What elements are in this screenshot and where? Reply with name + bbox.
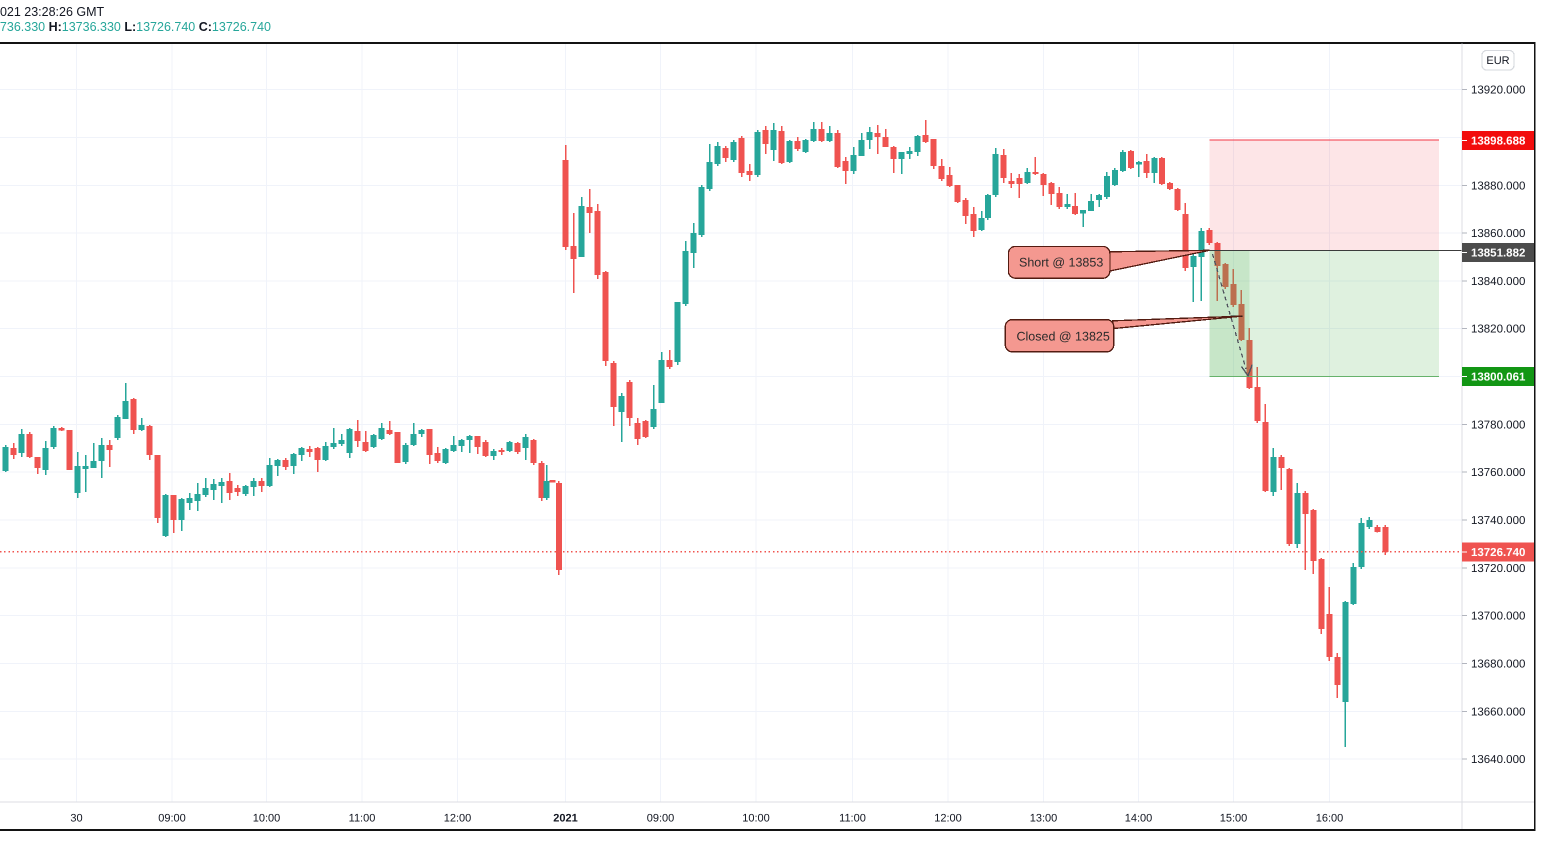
svg-text:13680.000: 13680.000 [1471,659,1525,671]
svg-text:30: 30 [70,813,82,825]
svg-text:13851.882: 13851.882 [1471,248,1525,260]
svg-text:EUR: EUR [1486,55,1509,67]
svg-text:13880.000: 13880.000 [1471,180,1525,192]
svg-text:09:00: 09:00 [647,813,675,825]
svg-text:2021: 2021 [553,813,577,825]
svg-text:13820.000: 13820.000 [1471,324,1525,336]
svg-text:15:00: 15:00 [1220,813,1248,825]
svg-text:12:00: 12:00 [934,813,962,825]
svg-text:13660.000: 13660.000 [1471,706,1525,718]
svg-text:14:00: 14:00 [1125,813,1153,825]
svg-text:11:00: 11:00 [839,813,866,825]
svg-text:09:00: 09:00 [158,813,186,825]
svg-text:13700.000: 13700.000 [1471,611,1525,623]
svg-text:13:00: 13:00 [1030,813,1058,825]
svg-text:10:00: 10:00 [253,813,281,825]
svg-text:Short @ 13853: Short @ 13853 [1019,256,1103,270]
svg-text:13860.000: 13860.000 [1471,228,1525,240]
svg-text:10:00: 10:00 [742,813,770,825]
svg-text:13780.000: 13780.000 [1471,419,1525,431]
svg-text:13800.061: 13800.061 [1471,371,1526,383]
svg-text:13840.000: 13840.000 [1471,276,1525,288]
svg-text:13640.000: 13640.000 [1471,754,1525,766]
svg-text:13720.000: 13720.000 [1471,563,1525,575]
svg-text:13898.688: 13898.688 [1471,136,1526,148]
svg-text:16:00: 16:00 [1316,813,1344,825]
svg-text:11:00: 11:00 [349,813,376,825]
svg-text:13760.000: 13760.000 [1471,467,1525,479]
svg-text:13920.000: 13920.000 [1471,85,1525,97]
svg-text:13740.000: 13740.000 [1471,515,1525,527]
svg-text:Closed @ 13825: Closed @ 13825 [1017,330,1110,344]
svg-text:13726.740: 13726.740 [1471,547,1525,559]
svg-text:12:00: 12:00 [444,813,472,825]
